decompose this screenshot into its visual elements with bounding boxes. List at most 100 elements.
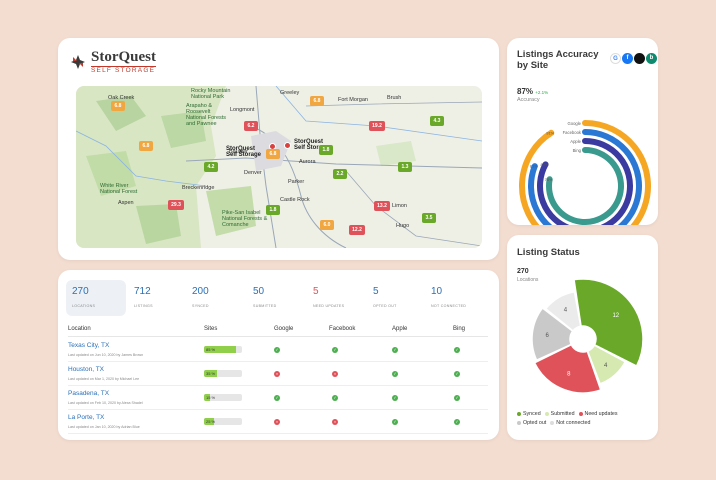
legend-dot-icon xyxy=(544,411,549,416)
sites-progress-fill xyxy=(204,370,218,377)
sites-progress-fill xyxy=(204,346,237,353)
place-label: Longmont xyxy=(230,107,255,113)
location-link[interactable]: Texas City, TX xyxy=(68,342,110,349)
brand-tagline: SELF STORAGE xyxy=(91,66,156,74)
status-segment-not-connected[interactable] xyxy=(544,290,582,332)
stat-not-connected[interactable]: 10 NOT CONNECTED xyxy=(425,280,491,316)
legend-dot-icon xyxy=(578,411,583,416)
column-header[interactable]: Facebook xyxy=(329,326,356,332)
check-icon: ✓ xyxy=(332,395,338,401)
status-segment-need-updates[interactable] xyxy=(533,343,602,394)
check-icon: ✓ xyxy=(274,347,280,353)
stat-value: 270 xyxy=(72,286,89,297)
legend-dot-icon xyxy=(517,420,521,425)
stat-synced[interactable]: 200 SYNCED xyxy=(186,280,242,316)
ring-site-label: Bing xyxy=(573,148,582,153)
stat-label: LOCATIONS xyxy=(72,304,96,308)
table-row[interactable]: Houston, TX Last updated on Mar 1, 2020 b… xyxy=(68,362,488,386)
stat-value: 5 xyxy=(313,286,319,297)
table-row[interactable]: La Porte, TX Last updated on Jan 10, 2020… xyxy=(68,410,488,434)
status-segment-synced[interactable] xyxy=(573,278,644,368)
legend-item[interactable]: Synced xyxy=(517,411,541,417)
column-header[interactable]: Location xyxy=(68,326,91,332)
listing-status-card: Listing Status 270 Locations 12 4 8 6 4 Sync… xyxy=(507,235,658,440)
place-label: Parker xyxy=(288,179,305,185)
location-link[interactable]: Pasadena, TX xyxy=(68,390,110,397)
status-segment-opted-out[interactable] xyxy=(531,307,574,362)
map-pin[interactable]: 4.2 xyxy=(204,162,218,172)
sites-progress-label: 25 % xyxy=(206,419,216,424)
stat-locations[interactable]: 270 LOCATIONS xyxy=(66,280,126,316)
column-header[interactable]: Bing xyxy=(453,326,466,332)
stat-label: SYNCED xyxy=(192,304,209,308)
legend-dot-icon xyxy=(550,420,555,425)
map-pin[interactable]: 1.3 xyxy=(398,162,412,172)
storquest-logo[interactable]: StorQuest SELF STORAGE xyxy=(70,50,156,75)
stat-submitted[interactable]: 50 SUBMITTED xyxy=(247,280,305,316)
google-icon: G xyxy=(610,53,621,64)
legend-item[interactable]: Need updates xyxy=(578,411,618,417)
place-label: Arapaho & Roosevelt National Forests and… xyxy=(186,103,227,128)
map-terrain xyxy=(76,86,482,248)
place-label: Breckenridge xyxy=(182,185,215,191)
check-icon: ✓ xyxy=(392,347,398,353)
locations-map[interactable]: Oak Creek Rocky Mountain National Park A… xyxy=(76,86,482,248)
place-label: Pike-San Isabel National Forests & Coman… xyxy=(222,210,268,229)
cross-icon: × xyxy=(274,419,280,425)
accuracy-ring-apple[interactable] xyxy=(537,138,633,225)
legend-item[interactable]: Submitted xyxy=(544,411,575,417)
accuracy-ring-facebook[interactable] xyxy=(528,129,642,225)
table-row[interactable]: Texas City, TX Last updated on Jun 10, 20… xyxy=(68,338,488,362)
accuracy-radial-chart[interactable]: Google 91% Facebook 81% Apple 83% Bing 78% xyxy=(507,38,658,225)
legend-label: Submitted xyxy=(550,411,575,417)
sites-progress-bar: 85 % xyxy=(204,346,242,353)
map-pin[interactable]: 6.8 xyxy=(310,96,324,106)
legend-item[interactable]: Not connected xyxy=(550,420,590,426)
place-label: Aspen xyxy=(118,200,134,206)
check-icon: ✓ xyxy=(454,419,460,425)
map-pin[interactable]: 6.8 xyxy=(111,101,125,111)
stat-listings[interactable]: 712 LISTINGS xyxy=(128,280,184,316)
legend-item[interactable]: Opted out xyxy=(517,420,546,426)
column-header[interactable]: Sites xyxy=(204,326,218,332)
ring-value-label: 91% xyxy=(546,130,554,135)
legend-label: Need updates xyxy=(584,411,618,417)
map-pin[interactable]: 6.8 xyxy=(139,141,153,151)
map-pin[interactable]: 19.2 xyxy=(369,121,385,131)
map-pin[interactable]: 4.3 xyxy=(430,116,444,126)
ring-value-label: 81% xyxy=(530,164,538,169)
status-segment-submitted[interactable] xyxy=(586,344,627,385)
map-pin[interactable]: 12.2 xyxy=(349,225,365,235)
map-pin[interactable]: 2.2 xyxy=(333,169,347,179)
table-header: Location Sites Google Facebook Apple Bin… xyxy=(68,325,488,337)
sites-progress-bar: 15 % xyxy=(204,394,242,401)
accuracy-ring-google[interactable] xyxy=(519,120,651,225)
apple-icon xyxy=(634,53,645,64)
column-header[interactable]: Google xyxy=(274,326,294,332)
status-count-label: Locations xyxy=(517,277,539,283)
listing-status-chart[interactable]: 12 4 8 6 4 xyxy=(507,235,658,440)
check-icon: ✓ xyxy=(454,347,460,353)
map-pin[interactable]: 6.0 xyxy=(320,220,334,230)
storquest-location-label: StorQuest Self Storage xyxy=(294,139,330,152)
map-pin[interactable]: 1.8 xyxy=(319,145,333,155)
map-pin[interactable]: 3.5 xyxy=(422,213,436,223)
stat-need-updates[interactable]: 5 NEED UPDATES xyxy=(307,280,367,316)
check-icon: ✓ xyxy=(454,371,460,377)
map-pin[interactable]: 13.2 xyxy=(374,201,390,211)
map-pin[interactable]: 29.3 xyxy=(168,200,184,210)
last-updated: Last updated on Jun 10, 2020 by James Br… xyxy=(68,353,144,357)
column-header[interactable]: Apple xyxy=(392,326,408,332)
storquest-marker[interactable] xyxy=(284,142,291,149)
map-pin[interactable]: 6.2 xyxy=(244,121,258,131)
accuracy-ring-bing[interactable] xyxy=(546,147,624,225)
location-link[interactable]: Houston, TX xyxy=(68,366,105,373)
stat-opted-out[interactable]: 5 OPTED OUT xyxy=(367,280,423,316)
map-pin[interactable]: 6.8 xyxy=(266,149,280,159)
location-link[interactable]: La Porte, TX xyxy=(68,414,105,421)
stat-label: NEED UPDATES xyxy=(313,304,345,308)
ring-site-label: Google xyxy=(567,121,581,126)
map-pin[interactable]: 1.8 xyxy=(266,205,280,215)
sites-progress-label: 35 % xyxy=(206,371,216,376)
table-row[interactable]: Pasadena, TX Last updated on Feb 10, 2020… xyxy=(68,386,488,410)
